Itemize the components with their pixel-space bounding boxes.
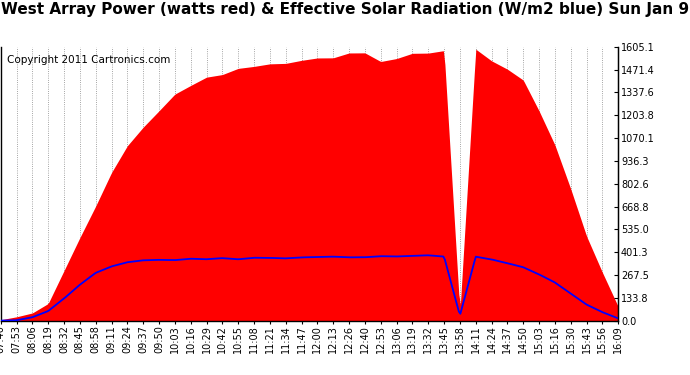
Text: Copyright 2011 Cartronics.com: Copyright 2011 Cartronics.com — [7, 55, 170, 65]
Text: West Array Power (watts red) & Effective Solar Radiation (W/m2 blue) Sun Jan 9 1: West Array Power (watts red) & Effective… — [1, 2, 690, 17]
